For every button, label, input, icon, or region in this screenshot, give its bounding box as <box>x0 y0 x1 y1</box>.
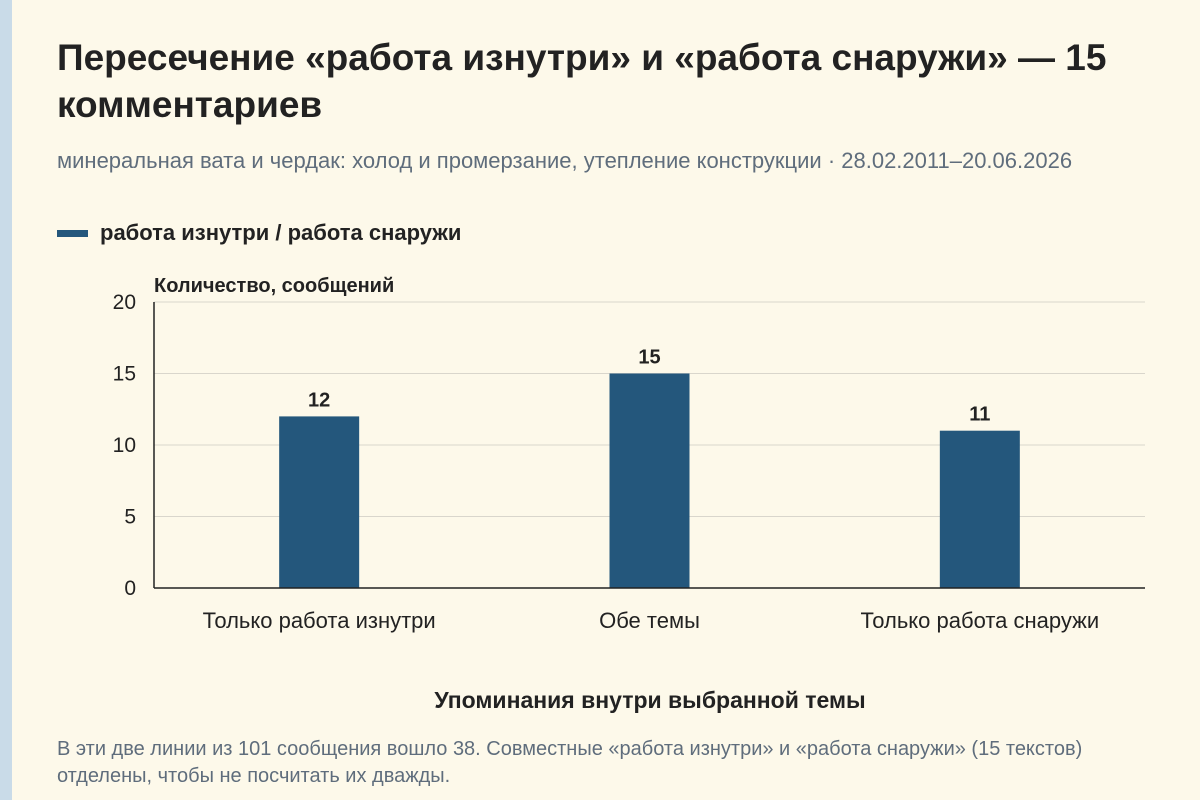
x-axis-label: Упоминания внутри выбранной темы <box>434 687 865 713</box>
bar <box>279 416 360 588</box>
data-label: 11 <box>969 404 990 426</box>
x-tick-label: Только работа изнутри <box>203 608 436 633</box>
footnote: В эти две линии из 101 сообщения вошло 3… <box>57 738 1083 787</box>
data-labels: 12 15 11 <box>308 347 990 426</box>
bar <box>939 430 1020 588</box>
x-tick-labels: Только работа изнутри Обе темы Только рабо… <box>203 608 1100 633</box>
y-tick-label: 10 <box>113 434 136 457</box>
y-tick-label: 15 <box>113 363 136 386</box>
y-tick-label: 0 <box>124 577 136 600</box>
chart-subtitle: минеральная вата и чердак: холод и проме… <box>57 148 1073 173</box>
legend: работа изнутри / работа снаружи <box>57 218 461 248</box>
y-tick-labels: 0 5 10 15 20 <box>113 291 136 600</box>
chart-title: Пересечение «работа изнутри» и «работа с… <box>57 37 1107 125</box>
y-axis-label: Количество, сообщений <box>154 275 394 297</box>
legend-label: работа изнутри / работа снаружи <box>100 220 462 245</box>
legend-swatch <box>57 229 88 237</box>
y-tick-label: 20 <box>113 291 136 314</box>
bar <box>609 373 690 588</box>
x-tick-label: Обе темы <box>599 608 700 633</box>
data-label: 15 <box>638 347 660 369</box>
bars <box>279 373 1020 588</box>
data-label: 12 <box>308 389 330 411</box>
left-edge-strip <box>0 0 12 800</box>
bar-chart: 0 5 10 15 20 12 15 11 Только работа изнутри Обе… <box>113 275 1145 713</box>
x-tick-label: Только работа снаружи <box>861 608 1100 633</box>
y-tick-label: 5 <box>124 506 136 529</box>
